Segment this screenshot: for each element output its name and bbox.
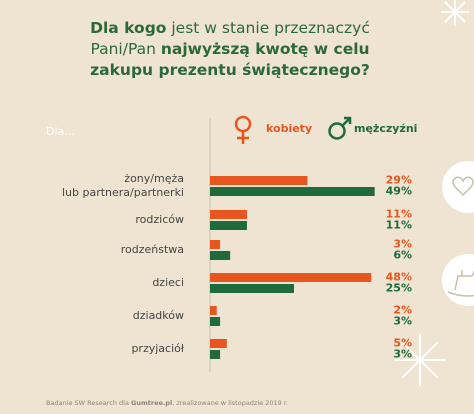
category-label: dzieci	[152, 276, 184, 289]
value-label: 5%	[393, 337, 412, 350]
legend-icon	[234, 115, 252, 133]
source-note: Badanie SW Research dla Gumtree.pl, zrea…	[46, 399, 288, 407]
text-segment: Gumtree.pl	[131, 399, 173, 407]
text-segment: Badanie SW Research dla	[46, 399, 132, 407]
bar	[210, 350, 221, 359]
value-label: 25%	[386, 282, 412, 295]
bar	[210, 176, 308, 185]
legend-icon	[237, 131, 249, 144]
category-label: żony/męża lub partnera/partnerki	[61, 172, 184, 199]
text-segment: , zrealizowane w listopadzie 2019 r.	[172, 399, 288, 407]
text-segment: Dla kogo	[90, 19, 167, 37]
legend-icon	[328, 122, 346, 140]
value-label: 49%	[386, 185, 412, 198]
legend-icon	[341, 116, 352, 127]
value-label: 29%	[386, 174, 412, 187]
bar	[210, 284, 294, 293]
legend-label: mężczyźni	[354, 122, 417, 135]
value-label: 48%	[386, 271, 412, 284]
decorations	[394, 0, 474, 386]
category-label: rodzeństwa	[120, 243, 184, 256]
bar	[210, 210, 247, 219]
value-label: 6%	[393, 249, 412, 262]
text-segment: jest w stanie przeznaczyć Pani/Pan	[90, 19, 370, 58]
text-segment: najwyższą kwotę w celu zakupu prezentu ś…	[90, 40, 370, 79]
bar	[210, 221, 247, 230]
value-label: 3%	[393, 315, 412, 328]
bar	[210, 273, 372, 282]
category-label: rodziców	[135, 213, 184, 226]
bar	[210, 317, 221, 326]
bar	[210, 251, 231, 260]
category-label: dziadków	[132, 309, 184, 322]
value-label: 3%	[393, 238, 412, 251]
value-label: 3%	[393, 348, 412, 361]
chart-title: Dla kogo jest w stanie przeznaczyć Pani/…	[70, 18, 390, 81]
bar	[210, 339, 227, 348]
value-label: 2%	[393, 304, 412, 317]
axis-label: Dla...	[46, 125, 75, 138]
legend-item: mężczyźni	[328, 116, 417, 140]
legend-label: kobiety	[266, 122, 312, 135]
category-label: przyjaciół	[131, 342, 184, 355]
value-label: 11%	[386, 219, 412, 232]
bar	[210, 240, 221, 249]
bar	[210, 306, 217, 315]
value-label: 11%	[386, 208, 412, 221]
legend-item: kobiety	[234, 115, 312, 144]
bar	[210, 187, 375, 196]
